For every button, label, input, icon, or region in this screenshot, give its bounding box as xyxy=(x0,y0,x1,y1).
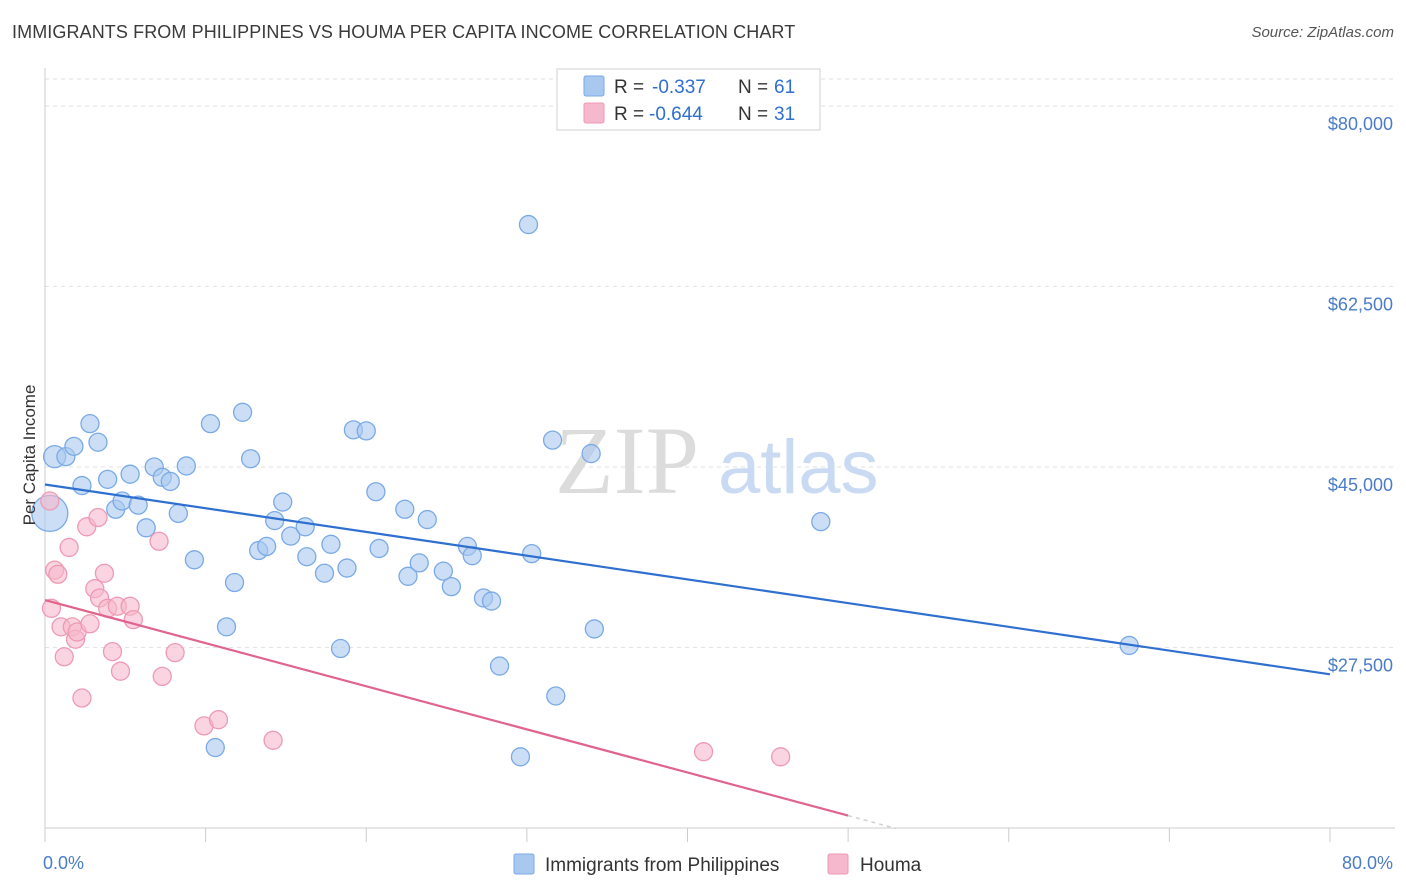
philippines-point-56 xyxy=(581,443,601,464)
philippines-point-12 xyxy=(136,518,156,538)
houma-point-30 xyxy=(771,747,791,767)
philippines-point-51 xyxy=(510,747,531,767)
houma-point-18 xyxy=(102,641,123,662)
x-tick-label-max: 80.0% xyxy=(1342,853,1393,873)
philippines-point-41 xyxy=(398,566,418,586)
legend-r-label-houma: R = xyxy=(614,104,644,125)
bottom-legend-label-houma: Houma xyxy=(860,855,922,876)
houma-point-27 xyxy=(208,710,229,730)
bottom-legend-swatch-houma xyxy=(827,853,849,875)
philippines-point-21 xyxy=(216,617,237,637)
legend-r-value-houma: -0.644 xyxy=(649,104,703,125)
x-tick-label-min: 0.0% xyxy=(43,853,84,873)
philippines-point-6 xyxy=(88,432,108,452)
philippines-point-20 xyxy=(205,737,225,758)
philippines-point-32 xyxy=(314,563,335,583)
philippines-point-57 xyxy=(584,619,604,639)
houma-point-25 xyxy=(165,642,185,663)
houma-point-0 xyxy=(40,491,60,511)
philippines-point-11 xyxy=(128,495,148,515)
houma-trend-line xyxy=(44,598,849,817)
philippines-point-26 xyxy=(257,536,277,557)
philippines-point-29 xyxy=(281,526,301,546)
philippines-point-24 xyxy=(240,449,261,469)
legend-swatch-houma xyxy=(583,102,605,124)
houma-point-6 xyxy=(59,537,79,558)
axes-layer: $27,500 $45,000 $62,500 $80,000 0.0% 80.0% xyxy=(43,68,1395,873)
philippines-point-43 xyxy=(417,509,437,530)
houma-point-23 xyxy=(149,531,169,551)
houma-point-28 xyxy=(263,730,283,750)
philippines-point-30 xyxy=(297,547,317,567)
philippines-point-45 xyxy=(441,576,462,597)
bottom-legend-swatch-philippines xyxy=(513,853,535,875)
legend-n-label-philippines: N = xyxy=(738,77,768,98)
y-tick-label-1: $45,000 xyxy=(1328,475,1393,495)
chart-source: Source: ZipAtlas.com xyxy=(1251,24,1394,41)
houma-point-20 xyxy=(110,661,131,681)
philippines-point-22 xyxy=(224,572,245,593)
points-layer xyxy=(31,214,1139,767)
legend-n-value-philippines: 61 xyxy=(774,77,795,98)
philippines-point-27 xyxy=(265,510,285,531)
philippines-point-52 xyxy=(518,214,539,235)
philippines-point-44 xyxy=(433,561,454,581)
watermark-zip: ZIP xyxy=(555,407,699,514)
philippines-point-28 xyxy=(273,492,293,512)
philippines-point-38 xyxy=(366,482,386,502)
philippines-point-34 xyxy=(330,638,351,659)
philippines-point-40 xyxy=(395,499,415,519)
philippines-point-31 xyxy=(295,517,315,537)
philippines-point-58 xyxy=(811,511,831,532)
grid-layer xyxy=(45,78,1395,648)
watermark-atlas: atlas xyxy=(718,425,879,510)
y-axis-label: Per Capita Income xyxy=(20,385,39,526)
philippines-point-17 xyxy=(176,456,197,476)
philippines-point-3 xyxy=(64,436,84,456)
philippines-point-42 xyxy=(409,553,429,573)
houma-point-12 xyxy=(80,614,100,634)
houma-trend-extension xyxy=(847,814,897,830)
houma-point-5 xyxy=(54,647,74,667)
philippines-point-35 xyxy=(337,558,357,578)
chart-title: IMMIGRANTS FROM PHILIPPINES VS HOUMA PER… xyxy=(12,22,796,42)
legend-n-label-houma: N = xyxy=(738,104,768,125)
philippines-point-55 xyxy=(546,686,566,706)
legend-swatch-philippines xyxy=(583,75,605,97)
houma-point-24 xyxy=(152,666,172,687)
trend-layer xyxy=(44,483,1331,830)
philippines-point-15 xyxy=(160,471,180,492)
watermark: ZIP atlas xyxy=(555,407,879,514)
houma-point-16 xyxy=(94,563,115,583)
y-tick-label-2: $62,500 xyxy=(1328,294,1393,314)
legend-r-value-philippines: -0.337 xyxy=(652,77,706,98)
philippines-point-16 xyxy=(168,503,188,524)
houma-point-10 xyxy=(72,688,92,708)
philippines-point-37 xyxy=(356,421,376,441)
philippines-point-7 xyxy=(97,469,118,490)
legend-n-value-houma: 31 xyxy=(774,104,795,125)
bottom-legend: Immigrants from Philippines Houma xyxy=(513,853,922,876)
legend-r-label-philippines: R = xyxy=(614,77,644,98)
houma-point-29 xyxy=(693,742,714,762)
houma-point-14 xyxy=(88,507,108,528)
philippines-point-49 xyxy=(481,591,502,611)
philippines-point-10 xyxy=(120,464,140,484)
y-tick-label-3: $80,000 xyxy=(1328,114,1393,134)
philippines-point-19 xyxy=(200,413,221,434)
philippines-point-18 xyxy=(184,550,205,570)
y-tick-label-0: $27,500 xyxy=(1328,655,1393,675)
philippines-point-39 xyxy=(369,538,389,559)
philippines-point-23 xyxy=(232,402,253,422)
houma-point-3 xyxy=(48,564,68,584)
philippines-point-53 xyxy=(522,543,542,564)
top-legend: R = -0.337 N = 61 R = -0.644 N = 31 xyxy=(556,68,821,131)
philippines-point-50 xyxy=(489,656,510,676)
philippines-point-33 xyxy=(321,534,341,554)
philippines-trend-line xyxy=(44,483,1331,676)
bottom-legend-label-philippines: Immigrants from Philippines xyxy=(545,855,779,876)
philippines-point-5 xyxy=(80,413,100,434)
philippines-point-54 xyxy=(542,430,563,450)
